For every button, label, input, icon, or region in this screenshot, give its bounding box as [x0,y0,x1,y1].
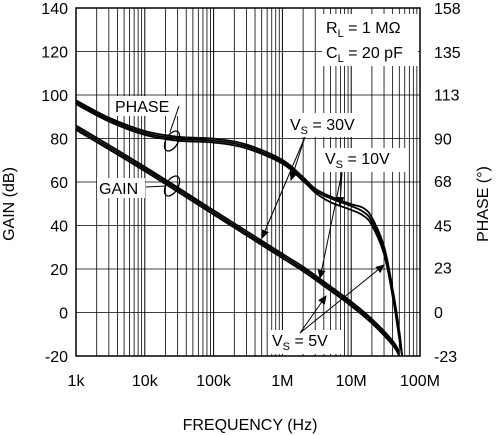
y-right-tick-label: 90 [434,132,452,149]
condition-box: RL = 1 MΩ CL = 20 pF [322,14,418,66]
y-axis-left-label: GAIN (dB) [1,167,18,241]
y-left-tick-label: 80 [50,132,68,149]
y-right-tick-label: 68 [434,174,452,191]
condition-box-bg [322,14,418,66]
phase-label: PHASE [115,99,169,116]
y-left-tick-label: 20 [50,262,68,279]
y-left-tick-label: 0 [59,306,68,323]
phase-label-bg [113,96,179,116]
gain-curve [75,126,401,355]
cl-condition: CL = 20 pF [326,45,403,65]
phase-ellipse [163,130,181,152]
curve-labels: PHASE GAIN VS = 30V VS = 10V VS = 5V [97,96,406,354]
vs10-label: VS = 10V [325,151,390,171]
gain-label: GAIN [99,181,138,198]
gain-label-bg [97,178,145,198]
curves [75,99,403,357]
y-left-tick-label: -20 [45,349,68,366]
y-right-tick-label: 135 [434,45,461,62]
annotation-arrows [261,136,385,334]
x-tick-label: 100k [196,373,232,390]
tick-labels: 1k 10k 100k 1M 10M 100M -20 0 20 40 60 80 100 120 140 -… [41,1,461,390]
x-tick-label: 100M [400,373,440,390]
y-left-tick-label: 60 [50,175,68,192]
vs30-arrow-phase [289,136,306,181]
vs30-label-bg [288,113,371,137]
y-left-tick-label: 140 [41,1,68,18]
gain-curve [75,124,401,353]
vs5-label-bg [270,330,342,354]
phase-curve [75,103,403,357]
vs5-arrow-gain [299,295,327,334]
y-left-tick-label: 100 [41,88,68,105]
x-tick-label: 10M [336,373,367,390]
y-left-tick-label: 120 [41,45,68,62]
y-right-tick-label: 158 [434,1,461,18]
phase-label-leader [169,105,180,133]
vs5-label: VS = 5V [272,333,328,353]
vs5-arrow-phase [299,264,385,334]
x-tick-label: 10k [132,373,159,390]
rl-condition: RL = 1 MΩ [326,20,401,40]
x-axis-label: FREQUENCY (Hz) [183,417,318,434]
gain-label-leader [145,185,167,188]
vs30-label: VS = 30V [290,117,355,137]
vs10-arrow-gain [317,171,343,279]
vs10-arrow-phase [336,171,345,206]
gain-curve [75,129,401,357]
x-tick-label: 1M [271,373,293,390]
y-right-tick-label: -23 [434,349,457,366]
y-right-tick-label: 0 [434,305,443,322]
gain-ellipse [163,175,181,197]
plot-frame [75,7,421,357]
y-left-tick-label: 40 [50,219,68,236]
x-tick-label: 1k [68,373,86,390]
y-right-tick-label: 113 [434,88,460,105]
vs10-label-bg [323,148,406,172]
y-axis-right-label: PHASE (°) [475,166,492,242]
y-right-tick-label: 45 [434,218,452,235]
vs30-arrow-gain [261,136,306,239]
y-right-tick-label: 23 [434,261,452,278]
